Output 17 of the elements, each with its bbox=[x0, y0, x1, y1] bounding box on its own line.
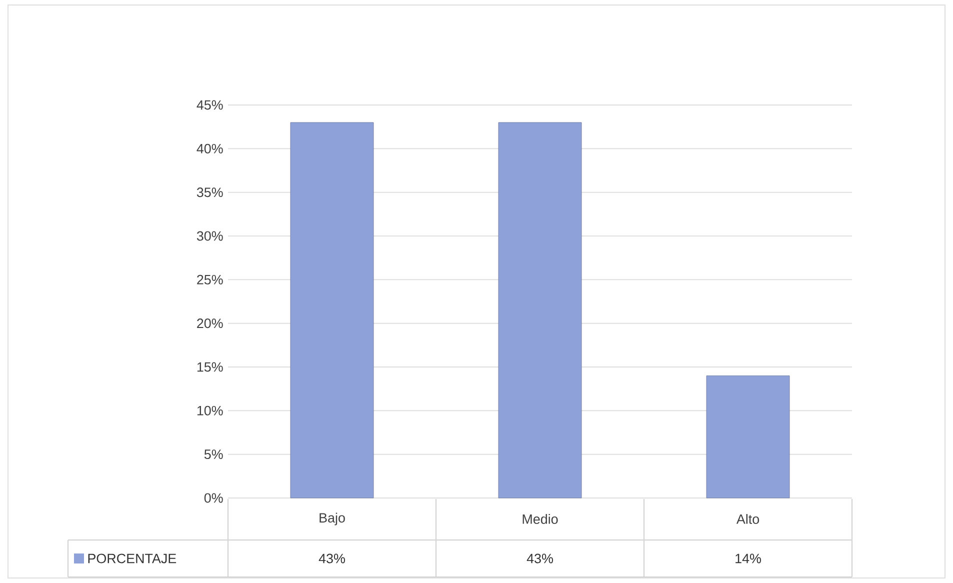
x-tick-label: Medio bbox=[522, 514, 558, 524]
y-tick-label: 10% bbox=[197, 406, 223, 416]
y-tick-label: 45% bbox=[196, 100, 223, 110]
data-label: 43% bbox=[526, 554, 553, 564]
data-label: 14% bbox=[736, 554, 761, 564]
y-tick-label: 25% bbox=[197, 274, 223, 284]
x-tick-label: Bajo bbox=[320, 512, 345, 526]
y-tick-label: 0% bbox=[204, 493, 223, 503]
data-label: 43% bbox=[318, 554, 345, 564]
y-tick-label: 15% bbox=[197, 362, 223, 372]
y-tick-label: 35% bbox=[196, 188, 223, 198]
y-tick-label: 30% bbox=[196, 231, 223, 241]
x-tick-label: Alto bbox=[736, 514, 760, 524]
y-tick-label: 20% bbox=[197, 318, 223, 328]
legend-label: PORCENTAJE bbox=[88, 554, 176, 564]
y-tick-label: 40% bbox=[196, 144, 223, 154]
y-tick-label: 5% bbox=[204, 450, 223, 460]
